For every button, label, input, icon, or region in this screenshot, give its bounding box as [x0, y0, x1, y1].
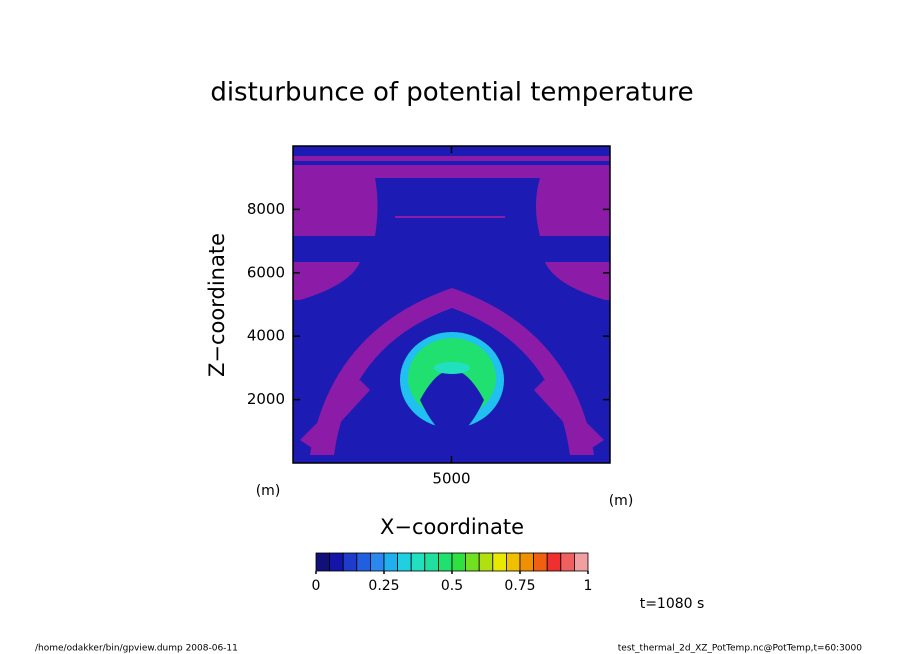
y-tick-label: 4000 — [247, 327, 285, 345]
field-region — [293, 262, 360, 300]
y-tick-label: 6000 — [247, 263, 285, 281]
x-tick-label: 5000 — [432, 470, 470, 488]
field-region — [545, 262, 610, 300]
y-unit: (m) — [256, 483, 281, 499]
colorbar-bin — [356, 552, 371, 572]
colorbar-bin — [383, 552, 399, 572]
field-arch — [310, 288, 594, 455]
field-band — [293, 165, 610, 178]
colorbar-bin — [437, 552, 453, 572]
colorbar-tick-label: 0 — [312, 578, 321, 594]
colorbar-bin — [533, 552, 548, 572]
colorbar-bin — [560, 552, 575, 572]
chart-title: disturbunce of potential temperature — [210, 78, 693, 108]
field-band — [293, 156, 610, 161]
colorbar-bin — [424, 552, 439, 572]
field-region — [293, 178, 378, 236]
y-tick-label: 8000 — [247, 200, 285, 218]
field-band — [395, 216, 505, 218]
colorbar-bin — [329, 552, 344, 572]
y-axis-label: Z−coordinate — [205, 233, 229, 377]
colorbar-tick-label: 0.25 — [368, 578, 399, 594]
field-core — [420, 370, 484, 440]
x-axis-label: X−coordinate — [380, 515, 524, 539]
colorbar-bin — [342, 552, 358, 572]
field-region — [536, 178, 610, 236]
y-tick-label: 2000 — [247, 390, 285, 408]
colorbar-bin — [410, 552, 426, 572]
colorbar-bin — [315, 552, 331, 572]
colorbar-bin — [451, 552, 467, 572]
colorbar-bin — [465, 552, 480, 572]
colorbar-bin — [492, 552, 507, 572]
contour-field — [293, 146, 610, 463]
colorbar-tick-label: 1 — [584, 578, 593, 594]
colorbar-bin — [478, 552, 494, 572]
colorbar-tick-label: 0.5 — [441, 578, 463, 594]
colorbar-bin — [519, 552, 535, 572]
field-core — [434, 362, 470, 374]
footer-right: test_thermal_2d_XZ_PotTemp.nc@PotTemp,t=… — [618, 644, 863, 654]
colorbar-bin — [369, 552, 385, 572]
colorbar-tick-label: 0.75 — [504, 578, 535, 594]
colorbar-bin — [397, 552, 412, 572]
colorbar-bin — [574, 552, 589, 572]
annotation: t=1080 s — [640, 596, 705, 612]
colorbar-bin — [546, 552, 562, 572]
footer-left: /home/odakker/bin/gpview.dump 2008-06-11 — [35, 644, 238, 654]
x-unit: (m) — [609, 493, 634, 509]
colorbar-bin — [505, 552, 521, 572]
